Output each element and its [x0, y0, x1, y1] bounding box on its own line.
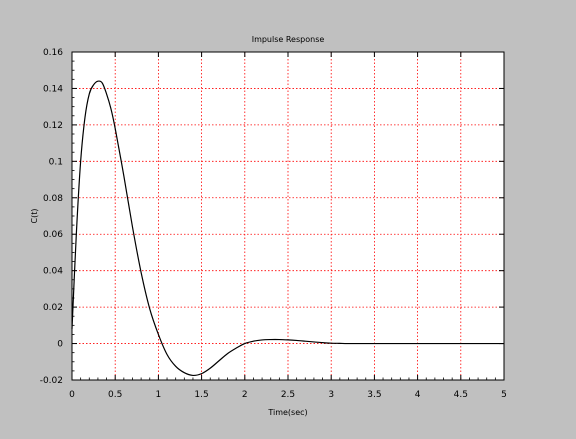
y-tick-label: -0.02 — [40, 376, 63, 386]
y-tick-labels: -0.02 0 0.02 0.04 0.06 0.08 0.1 0.12 0.14 0.16 — [40, 48, 64, 386]
series-line — [71, 80, 504, 377]
x-tick-label: 2 — [242, 390, 248, 400]
y-axis-label: C(t) — [30, 209, 39, 224]
x-tick-label: 0 — [69, 390, 75, 400]
x-tick-label: 2.5 — [281, 390, 295, 400]
y-tick-label: 0.16 — [43, 48, 63, 58]
y-tick-label: 0 — [57, 340, 63, 350]
x-tick-label: 1 — [156, 390, 162, 400]
y-tick-label: 0.06 — [43, 230, 63, 240]
y-tick-label: 0.14 — [43, 84, 63, 94]
y-tick-label: 0.02 — [43, 303, 63, 313]
plot-frame — [71, 51, 505, 381]
x-tick-labels: 0 0.5 1 1.5 2 2.5 3 3.5 4 4.5 5 — [69, 390, 507, 400]
grid — [72, 52, 504, 380]
chart-title: Impulse Response — [252, 35, 325, 44]
x-axis-label: Time(sec) — [267, 408, 307, 417]
x-tick-label: 3.5 — [367, 390, 381, 400]
y-tick-label: 0.04 — [43, 267, 63, 277]
x-tick-label: 0.5 — [108, 390, 122, 400]
y-tick-label: 0.08 — [43, 194, 63, 204]
x-tick-label: 1.5 — [194, 390, 208, 400]
x-tick-label: 5 — [501, 390, 507, 400]
y-tick-label: 0.1 — [49, 157, 63, 167]
x-tick-label: 4 — [415, 390, 421, 400]
x-tick-label: 4.5 — [454, 390, 468, 400]
x-tick-label: 3 — [328, 390, 334, 400]
y-tick-label: 0.12 — [43, 121, 63, 131]
